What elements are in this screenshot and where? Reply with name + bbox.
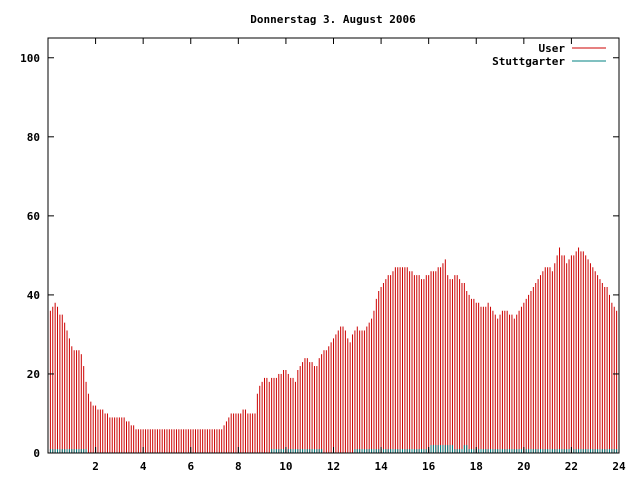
x-tick-label: 20 xyxy=(517,460,530,473)
y-axis: 0 20 40 60 80 100 xyxy=(20,52,619,460)
y-tick-label: 20 xyxy=(27,368,40,381)
chart-title: Donnerstag 3. August 2006 xyxy=(250,13,416,26)
legend-label: User xyxy=(539,42,566,55)
y-tick-label: 40 xyxy=(27,289,40,302)
x-tick-label: 10 xyxy=(279,460,292,473)
x-tick-label: 2 xyxy=(92,460,99,473)
x-tick-label: 24 xyxy=(612,460,626,473)
y-tick-label: 100 xyxy=(20,52,40,65)
legend-label: Stuttgarter xyxy=(492,55,565,68)
y-tick-label: 80 xyxy=(27,131,40,144)
x-tick-label: 22 xyxy=(565,460,578,473)
x-tick-label: 18 xyxy=(470,460,483,473)
y-tick-label: 60 xyxy=(27,210,40,223)
x-tick-label: 4 xyxy=(140,460,147,473)
x-tick-label: 6 xyxy=(187,460,194,473)
x-axis: 2 4 6 8 10 12 14 16 18 20 22 24 xyxy=(92,38,626,473)
stuttgarter-series xyxy=(49,445,620,453)
x-tick-label: 12 xyxy=(327,460,340,473)
y-tick-label: 0 xyxy=(33,447,40,460)
x-tick-label: 16 xyxy=(422,460,436,473)
user-series xyxy=(49,247,620,453)
x-tick-label: 8 xyxy=(235,460,242,473)
x-tick-label: 14 xyxy=(374,460,388,473)
